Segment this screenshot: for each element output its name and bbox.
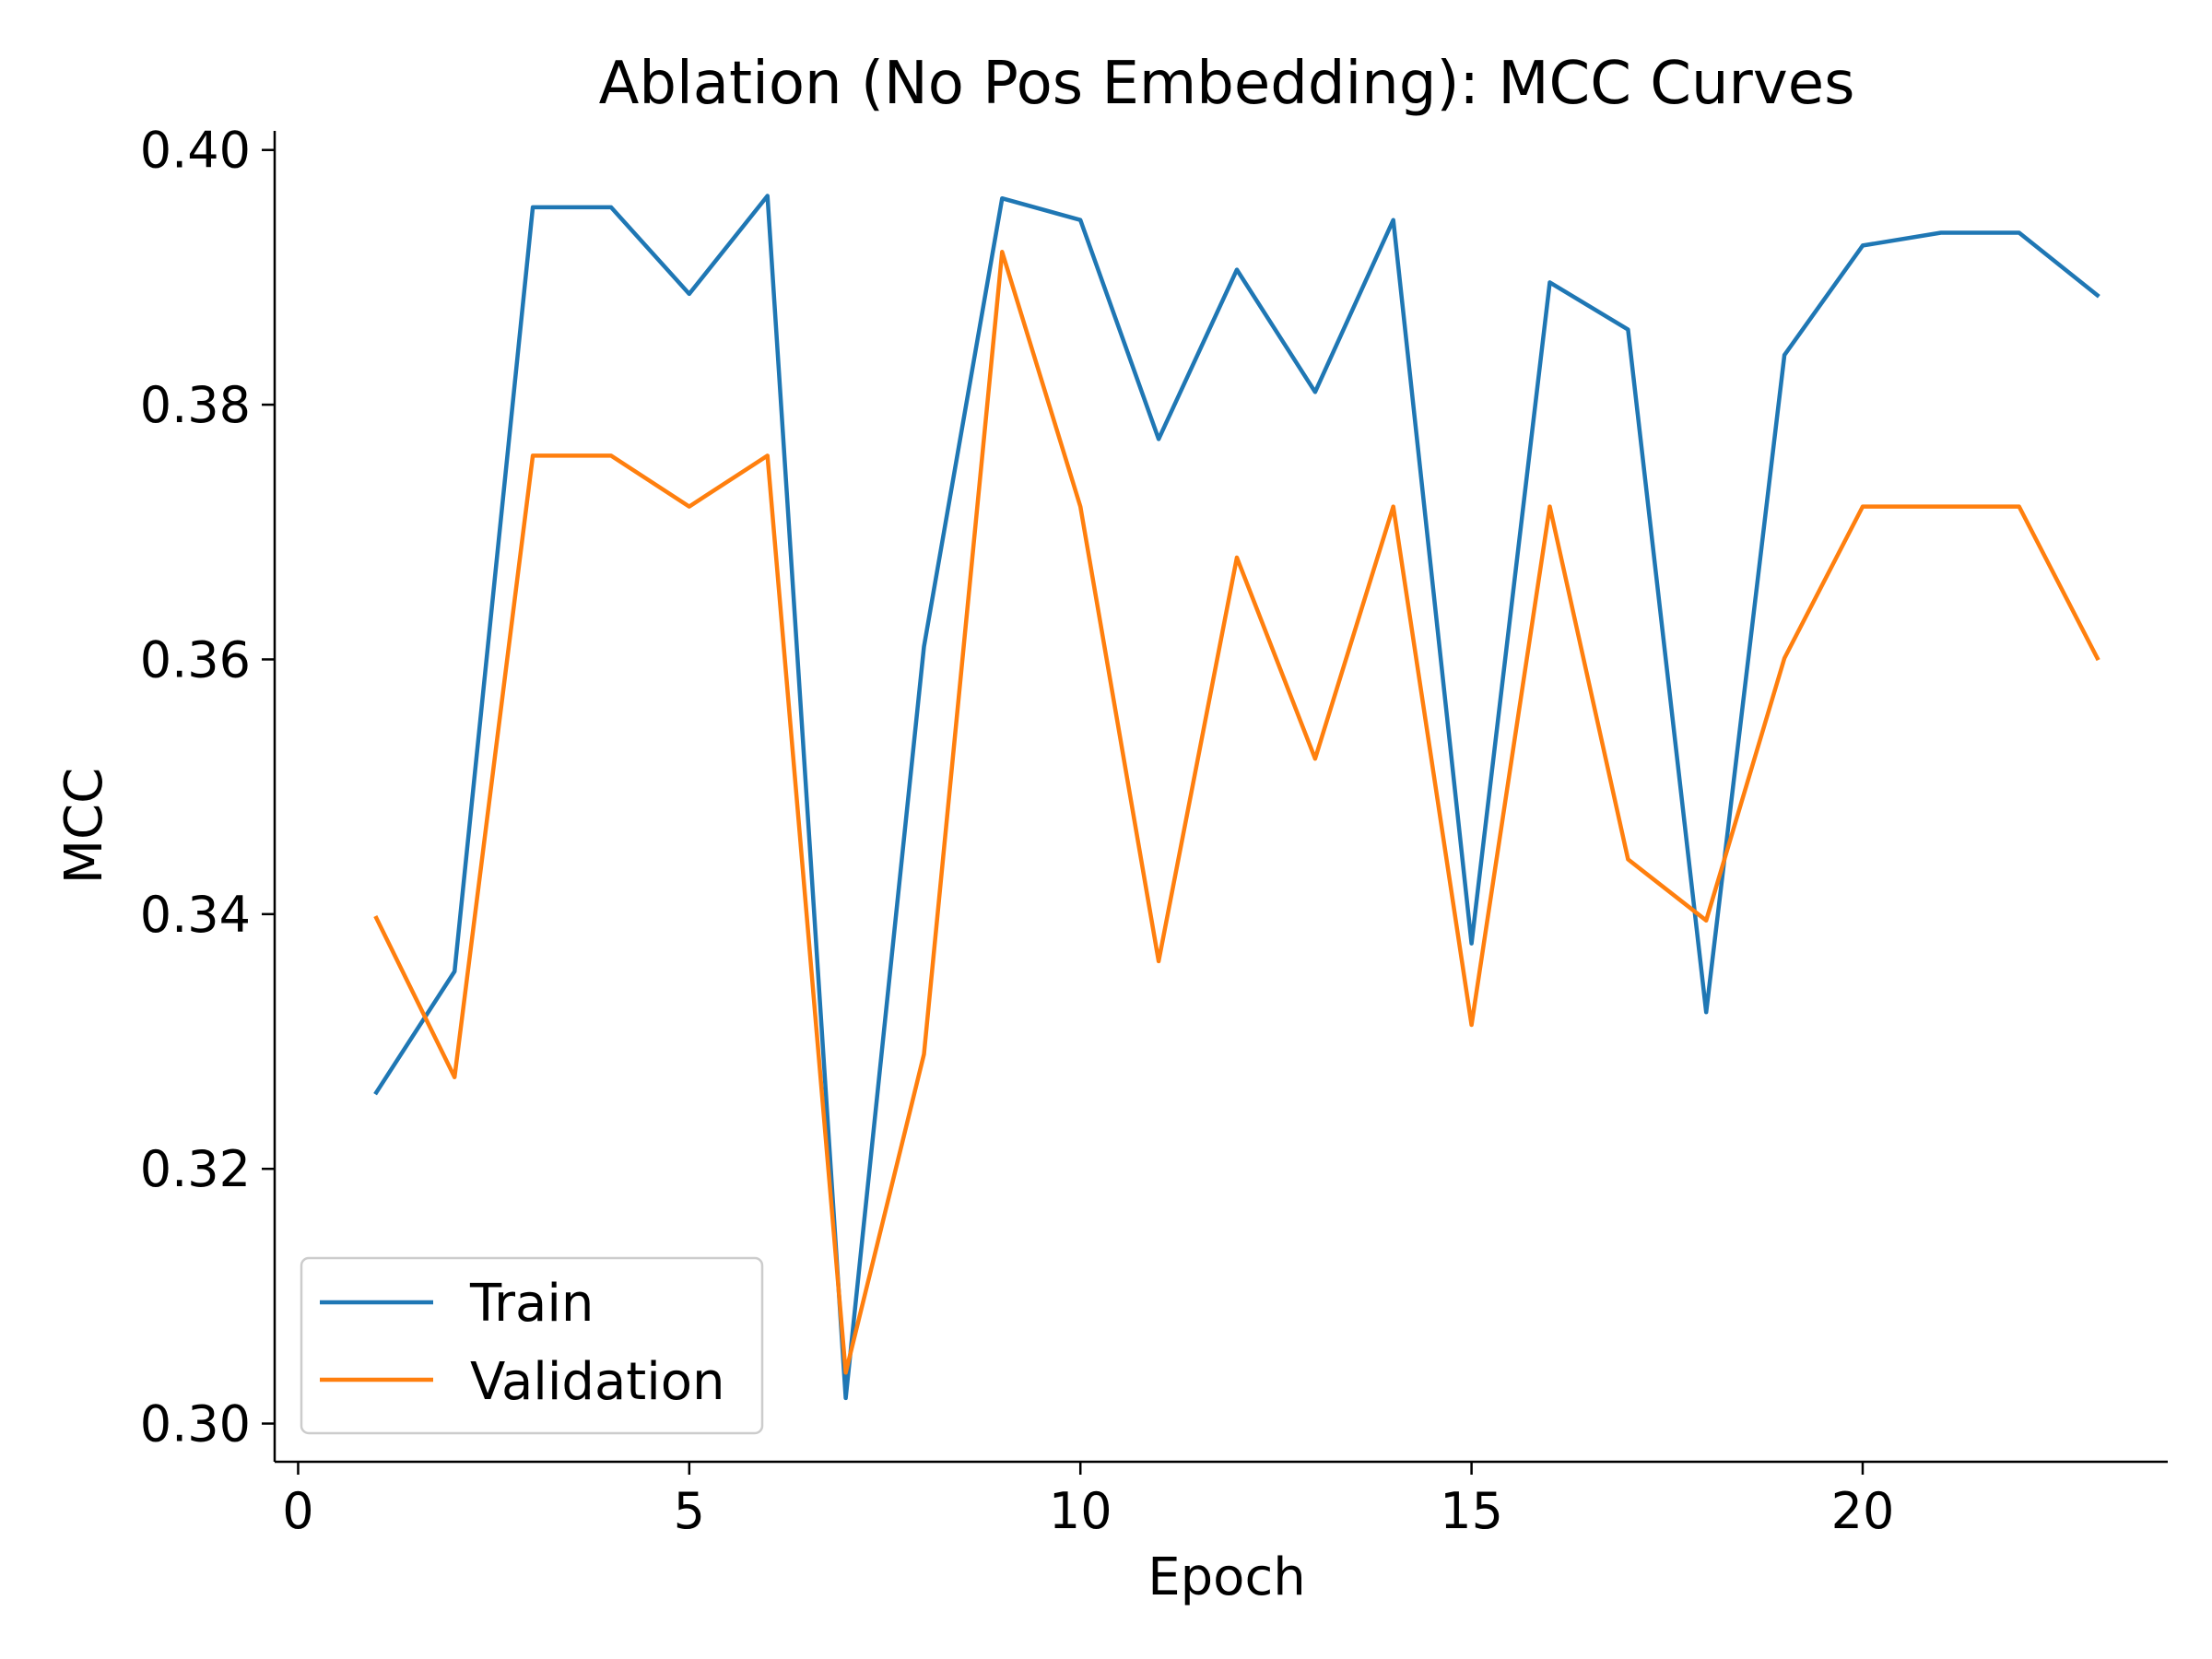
axis-ticks: 0 5 10 15 20 0.30 0.32 0.34 0.36 0.38 0.40	[140, 122, 1895, 1540]
x-tick-label: 15	[1440, 1482, 1503, 1540]
y-tick-label: 0.40	[140, 122, 251, 180]
legend-validation-label: Validation	[470, 1352, 725, 1412]
x-tick-label: 10	[1049, 1482, 1112, 1540]
series-line-train	[373, 194, 2100, 1401]
series-line-validation	[373, 250, 2100, 1375]
x-tick-label: 5	[674, 1482, 705, 1540]
x-tick-label: 0	[282, 1482, 313, 1540]
y-tick-label: 0.38	[140, 376, 251, 434]
legend-train-label: Train	[469, 1274, 594, 1334]
x-tick-label: 20	[1831, 1482, 1895, 1540]
legend: Train Validation	[300, 1256, 764, 1435]
y-tick-label: 0.36	[140, 630, 251, 688]
y-tick-label: 0.32	[140, 1140, 251, 1198]
y-tick-label: 0.34	[140, 886, 251, 944]
y-axis-label: MCC	[54, 768, 114, 885]
plot-lines	[373, 194, 2100, 1401]
chart-title: Ablation (No Pos Embedding): MCC Curves	[599, 50, 1855, 118]
x-axis-label: Epoch	[1147, 1547, 1305, 1607]
y-tick-label: 0.30	[140, 1395, 251, 1453]
